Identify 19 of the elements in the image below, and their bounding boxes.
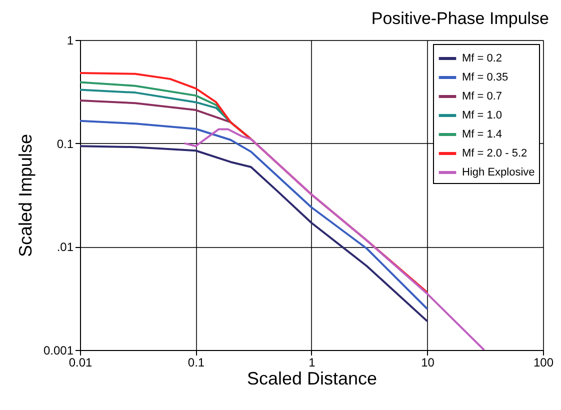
x-tick-label: 10 <box>421 356 435 370</box>
x-tick-label: 100 <box>533 356 554 370</box>
x-axis-title: Scaled Distance <box>246 368 378 388</box>
legend-label: Mf = 2.0 - 5.2 <box>462 148 528 160</box>
chart-title: Positive-Phase Impulse <box>371 9 550 28</box>
y-tick-label: .01 <box>56 240 74 254</box>
legend-label: Mf = 0.7 <box>462 90 502 102</box>
x-tick-label: 0.01 <box>68 356 92 370</box>
x-tick-label: 1 <box>308 356 316 370</box>
legend-label: Mf = 1.0 <box>462 110 502 122</box>
legend-label: High Explosive <box>462 166 535 178</box>
y-tick-label: 1 <box>66 34 74 48</box>
y-tick-label: 0.001 <box>43 344 74 358</box>
legend-label: Mf = 0.2 <box>462 52 502 64</box>
y-tick-label: 0.1 <box>56 136 74 151</box>
x-tick-label: 0.1 <box>188 356 205 370</box>
legend-label: Mf = 1.4 <box>462 128 502 140</box>
legend-label: Mf = 0.35 <box>462 72 508 84</box>
y-axis-title: Scaled Impulse <box>15 134 36 258</box>
